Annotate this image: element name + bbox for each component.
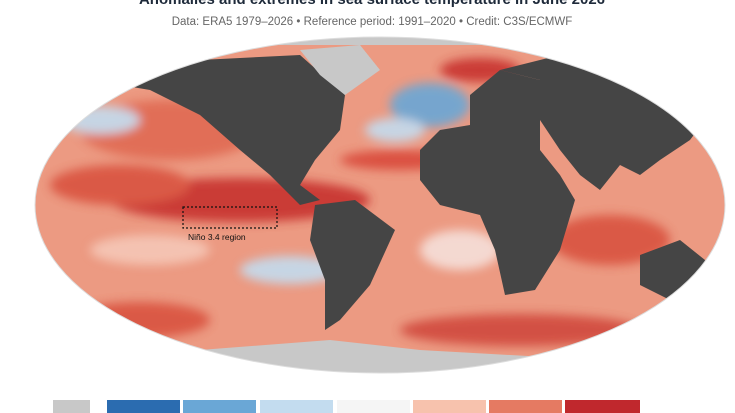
subtitle: Data: ERA5 1979–2026 • Reference period:… — [172, 16, 573, 28]
map-outline — [34, 36, 726, 374]
title: Anomalies and extremes in sea surface te… — [139, 0, 605, 8]
legend-swatch — [107, 400, 180, 413]
annotation: Niño 3.4 region — [188, 232, 246, 242]
legend-swatch — [489, 400, 562, 413]
legend-swatch — [565, 400, 640, 413]
legend-swatch — [53, 400, 90, 413]
legend-swatch — [260, 400, 333, 413]
legend-swatch — [183, 400, 256, 413]
legend — [53, 400, 640, 413]
legend-swatch — [413, 400, 486, 413]
map — [35, 37, 725, 373]
nino-region-box — [182, 206, 278, 229]
legend-swatch — [337, 400, 410, 413]
